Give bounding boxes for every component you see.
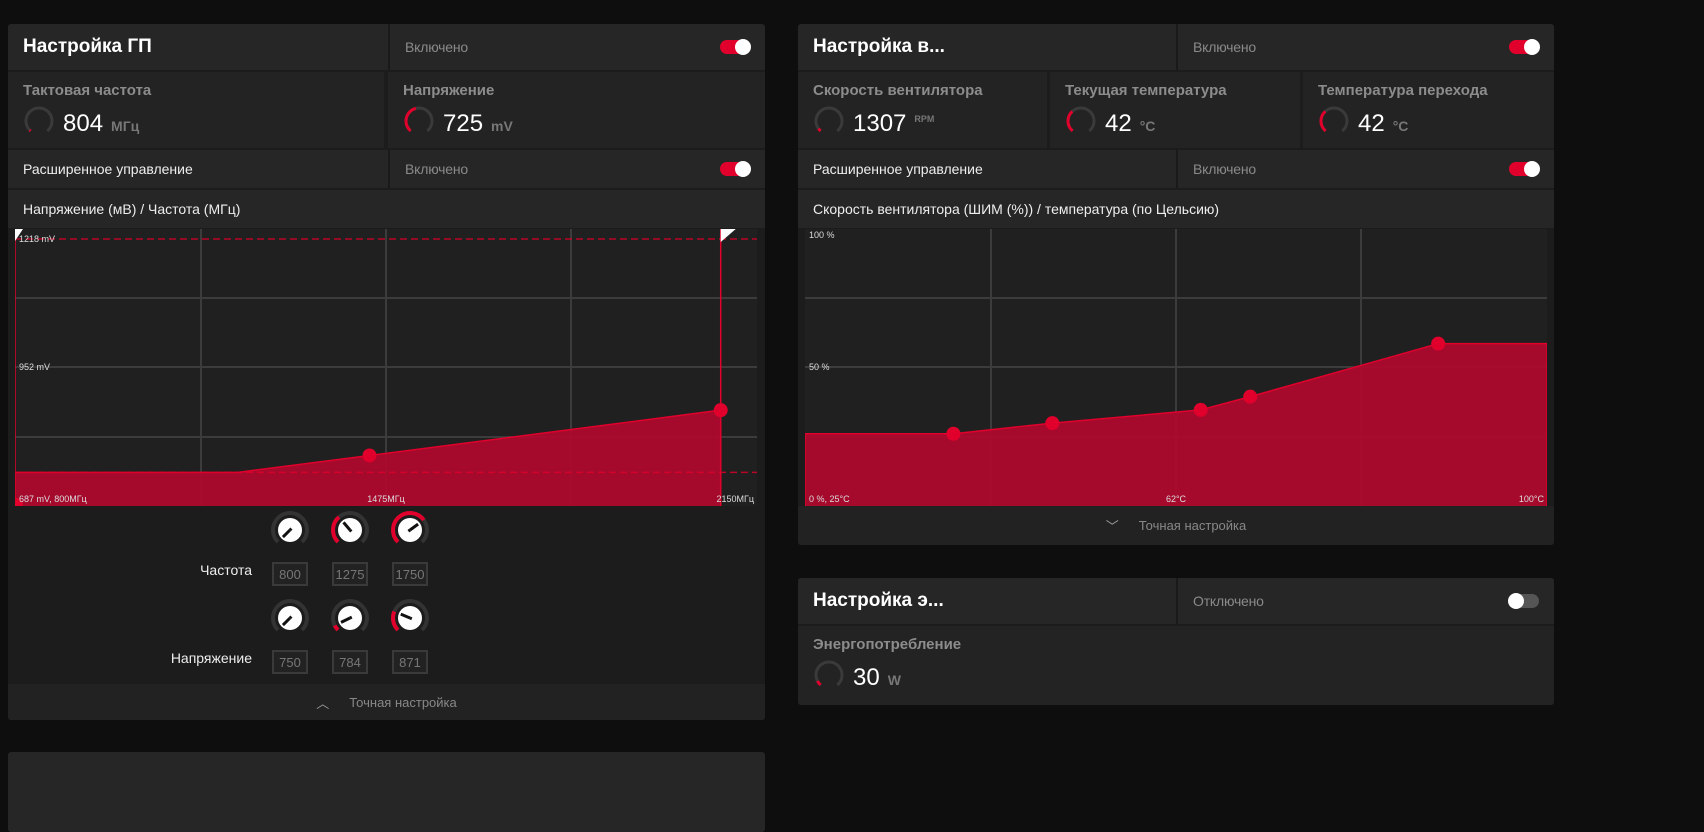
- status-label: Отключено: [1176, 578, 1554, 624]
- knob-value-input[interactable]: 871: [392, 650, 428, 674]
- knob-value-input[interactable]: 1275: [332, 562, 368, 586]
- x-mid-label: 62°C: [1166, 494, 1187, 504]
- fan-speed-stat: Скорость вентилятора 1307 RPM: [798, 72, 1047, 148]
- fine-tune-button[interactable]: ︿ Точная настройка: [8, 684, 765, 720]
- curve-point[interactable]: [1193, 402, 1208, 417]
- advanced-control-label: Расширенное управление: [813, 161, 983, 177]
- x-mid-label: 1475МГц: [367, 494, 405, 504]
- y-mid-label: 50 %: [809, 362, 830, 372]
- panel-title: Настройка ГП: [23, 36, 152, 57]
- curve-point[interactable]: [15, 498, 23, 506]
- status-label: Включено: [388, 150, 765, 188]
- knob[interactable]: [330, 598, 370, 638]
- status-label: Включено: [388, 24, 765, 70]
- knob[interactable]: [270, 598, 310, 638]
- stat-unit: °C: [1139, 117, 1156, 134]
- stat-value: 42: [1358, 109, 1385, 137]
- stat-label: Тактовая частота: [23, 82, 152, 99]
- gauge-icon: [813, 105, 845, 142]
- limit-handle-icon: [720, 229, 736, 242]
- origin-label: 0 %, 25°C: [809, 494, 850, 504]
- junction-temp-stat: Температура перехода 42 °C: [1303, 72, 1554, 148]
- stat-value: 725: [443, 109, 484, 137]
- y-max-label: 1218 mV: [19, 234, 55, 244]
- fan-curve-chart[interactable]: 100 % 50 % 0 %, 25°C 62°C 100°C: [805, 229, 1547, 506]
- advanced-control-toggle[interactable]: [720, 161, 751, 177]
- knob[interactable]: [390, 598, 430, 638]
- fine-tune-label: Точная настройка: [349, 694, 457, 710]
- curve-point[interactable]: [713, 403, 728, 418]
- fan-tuning-toggle[interactable]: [1509, 39, 1540, 55]
- stat-unit: RPM: [914, 113, 935, 124]
- advanced-control-toggle[interactable]: [1509, 161, 1540, 177]
- x-max-label: 2150МГц: [716, 494, 754, 504]
- limit-handle-icon: [15, 229, 23, 241]
- gauge-icon: [403, 105, 435, 142]
- y-mid-label: 952 mV: [19, 362, 50, 372]
- stat-label: Текущая температура: [1065, 82, 1227, 99]
- gauge-icon: [813, 659, 845, 696]
- gauge-icon: [1065, 105, 1097, 142]
- knob[interactable]: [390, 510, 430, 550]
- power-tuning-toggle[interactable]: [1508, 593, 1539, 609]
- stat-value: 1307: [853, 109, 907, 137]
- knob-value-input[interactable]: 800: [272, 562, 308, 586]
- fine-tune-button[interactable]: ﹀ Точная настройка: [798, 506, 1554, 545]
- x-max-label: 100°C: [1519, 494, 1545, 504]
- advanced-control-label: Расширенное управление: [23, 161, 193, 177]
- stat-unit: МГц: [111, 117, 140, 134]
- fine-tune-label: Точная настройка: [1138, 518, 1247, 533]
- gpu-tuning-toggle[interactable]: [720, 39, 751, 55]
- knob[interactable]: [270, 510, 310, 550]
- knob-value-input[interactable]: 1750: [392, 562, 428, 586]
- voltage-stat: Напряжение 725 mV: [388, 72, 765, 148]
- clock-stat: Тактовая частота 804 МГц: [8, 72, 384, 148]
- voltage-frequency-chart[interactable]: 1218 mV 952 mV 687 mV, 800МГц 1475МГц 2150МГ…: [15, 229, 757, 506]
- curve-point[interactable]: [1243, 389, 1258, 404]
- panel-title: Настройка в...: [813, 36, 945, 57]
- stat-value: 804: [63, 109, 104, 137]
- gauge-icon: [1318, 105, 1350, 142]
- power-tuning-panel: Настройка э... Отключено Энергопотреблен…: [798, 578, 1554, 705]
- y-max-label: 100 %: [809, 230, 835, 240]
- knob-value-input[interactable]: 784: [332, 650, 368, 674]
- stat-label: Напряжение: [403, 82, 495, 99]
- chevron-down-icon: ﹀: [1105, 519, 1119, 534]
- curve-point[interactable]: [1431, 336, 1446, 351]
- curve-point[interactable]: [362, 448, 377, 463]
- stat-label: Температура перехода: [1318, 82, 1488, 99]
- gauge-icon: [23, 105, 55, 142]
- origin-label: 687 mV, 800МГц: [19, 494, 87, 504]
- current-temp-stat: Текущая температура 42 °C: [1050, 72, 1300, 148]
- knob-value-input[interactable]: 750: [272, 650, 308, 674]
- chevron-up-icon: ︿: [316, 695, 330, 711]
- curve-point[interactable]: [1045, 416, 1060, 431]
- status-label: Включено: [1176, 150, 1554, 188]
- stat-unit: mV: [491, 117, 513, 134]
- chart-title: Скорость вентилятора (ШИМ (%)) / темпера…: [813, 201, 1220, 217]
- curve-area: [805, 343, 1547, 506]
- voltage-label: Напряжение: [170, 650, 252, 666]
- knob[interactable]: [330, 510, 370, 550]
- stat-value: 30: [853, 663, 880, 691]
- panel-title: Настройка э...: [813, 590, 944, 611]
- stat-label: Скорость вентилятора: [813, 82, 983, 99]
- gpu-tuning-panel: Настройка ГП Включено Тактовая частота 8…: [8, 24, 765, 720]
- stat-value: 42: [1105, 109, 1132, 137]
- power-stat: Энергопотребление 30 W: [798, 626, 1554, 705]
- chart-title: Напряжение (мВ) / Частота (МГц): [23, 201, 241, 217]
- fan-tuning-panel: Настройка в... Включено Скорость вентиля…: [798, 24, 1554, 545]
- stat-label: Энергопотребление: [813, 636, 962, 653]
- next-panel-edge: [8, 752, 765, 832]
- frequency-label: Частота: [200, 562, 252, 578]
- status-label: Включено: [1176, 24, 1554, 70]
- curve-point[interactable]: [946, 426, 961, 441]
- stat-unit: °C: [1392, 117, 1409, 134]
- stat-unit: W: [887, 671, 901, 688]
